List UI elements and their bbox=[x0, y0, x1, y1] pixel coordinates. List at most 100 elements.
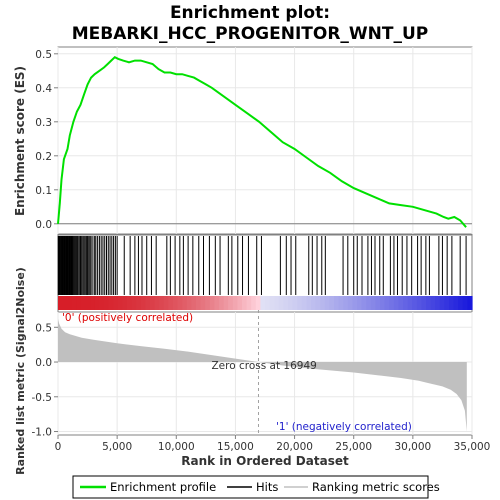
ranking-color-block bbox=[67, 296, 73, 310]
ranking-color-block bbox=[292, 296, 298, 310]
ranking-color-block bbox=[145, 296, 151, 310]
ranking-color-block bbox=[223, 296, 229, 310]
positive-correlated-label: '0' (positively correlated) bbox=[62, 312, 193, 324]
ranking-color-block bbox=[154, 296, 160, 310]
metric-y-tick-label: 0.0 bbox=[35, 357, 52, 369]
ranking-metric-area bbox=[58, 318, 467, 432]
ranking-color-block bbox=[219, 296, 225, 310]
plot-title-line2: MEBARKI_HCC_PROGENITOR_WNT_UP bbox=[72, 24, 429, 44]
legend: Enrichment profile Hits Ranking metric s… bbox=[72, 475, 440, 499]
ranking-color-block bbox=[94, 296, 100, 310]
legend-enrichment-label: Enrichment profile bbox=[110, 480, 216, 494]
metric-y-axis-ticks: 0.5 0.0 -0.5 -1.0 bbox=[32, 322, 58, 439]
ranking-color-block bbox=[439, 296, 445, 310]
metric-y-tick-label: 0.5 bbox=[35, 322, 52, 334]
enrichment-profile-line bbox=[57, 55, 467, 228]
ranking-color-block bbox=[283, 296, 289, 310]
es-y-axis-title: Enrichment score (ES) bbox=[13, 66, 27, 216]
ranking-color-block bbox=[467, 296, 473, 310]
ranking-color-block bbox=[99, 296, 105, 310]
ranking-color-block bbox=[260, 296, 266, 310]
negative-correlated-label: '1' (negatively correlated) bbox=[276, 421, 412, 433]
metric-y-tick-label: -1.0 bbox=[32, 427, 53, 439]
ranking-color-block bbox=[458, 296, 464, 310]
x-tick-label: 15,000 bbox=[217, 441, 254, 453]
ranking-color-block bbox=[122, 296, 128, 310]
es-y-tick-label: 0.3 bbox=[35, 117, 52, 129]
x-axis-title: Rank in Ordered Dataset bbox=[181, 454, 349, 468]
ranking-color-block bbox=[398, 296, 404, 310]
ranking-color-block bbox=[251, 296, 257, 310]
ranking-color-block bbox=[380, 296, 386, 310]
ranking-color-block bbox=[209, 296, 215, 310]
ranking-color-block bbox=[228, 296, 234, 310]
ranking-color-block bbox=[191, 296, 197, 310]
legend-ranking-label: Ranking metric scores bbox=[312, 480, 440, 494]
ranking-color-block bbox=[131, 296, 137, 310]
hit-markers bbox=[57, 236, 467, 295]
ranking-color-block bbox=[361, 296, 367, 310]
es-y-tick-label: 0.0 bbox=[35, 219, 52, 231]
ranking-color-block bbox=[205, 296, 211, 310]
ranking-color-block bbox=[403, 296, 409, 310]
ranking-color-block bbox=[58, 296, 64, 310]
x-tick-label: 25,000 bbox=[335, 441, 372, 453]
ranking-color-block bbox=[242, 296, 248, 310]
x-tick-label: 20,000 bbox=[276, 441, 313, 453]
metric-panel: Zero cross at 16949 '0' (positively corr… bbox=[14, 267, 490, 475]
ranking-color-block bbox=[71, 296, 77, 310]
ranking-color-block bbox=[407, 296, 413, 310]
ranking-color-block bbox=[214, 296, 220, 310]
ranking-color-block bbox=[168, 296, 174, 310]
ranking-color-block bbox=[255, 296, 261, 310]
ranking-color-block bbox=[76, 296, 82, 310]
ranking-color-block bbox=[81, 296, 87, 310]
x-axis-ticks: 0 5,000 10,000 15,000 20,000 25,000 30,000 35,0… bbox=[55, 435, 490, 453]
ranking-color-block bbox=[412, 296, 418, 310]
ranking-color-block bbox=[108, 296, 114, 310]
es-plot-area bbox=[57, 46, 473, 235]
ranking-color-block bbox=[140, 296, 146, 310]
ranking-color-block bbox=[173, 296, 179, 310]
ranking-color-block bbox=[182, 296, 188, 310]
ranking-color-block bbox=[196, 296, 202, 310]
plot-title-line1: Enrichment plot: bbox=[170, 3, 330, 23]
es-panel: 0.0 0.1 0.2 0.3 0.4 0.5 Enrichment score (ES) bbox=[13, 46, 473, 235]
es-y-tick-label: 0.2 bbox=[35, 151, 52, 163]
ranking-color-block bbox=[306, 296, 312, 310]
legend-hits-label: Hits bbox=[256, 480, 278, 494]
ranking-color-block bbox=[444, 296, 450, 310]
ranking-color-block bbox=[278, 296, 284, 310]
ranking-color-block bbox=[113, 296, 119, 310]
ranking-color-block bbox=[288, 296, 294, 310]
ranking-color-block bbox=[426, 296, 432, 310]
ranking-color-block bbox=[416, 296, 422, 310]
metric-y-axis-title: Ranked list metric (Signal2Noise) bbox=[14, 267, 27, 475]
ranking-color-block bbox=[127, 296, 133, 310]
ranking-color-block bbox=[136, 296, 142, 310]
ranking-color-block bbox=[393, 296, 399, 310]
ranking-color-block bbox=[462, 296, 468, 310]
es-y-tick-label: 0.5 bbox=[35, 49, 52, 61]
es-y-tick-label: 0.4 bbox=[35, 83, 52, 95]
ranking-color-block bbox=[375, 296, 381, 310]
x-tick-label: 5,000 bbox=[102, 441, 132, 453]
ranking-color-block bbox=[274, 296, 280, 310]
ranking-color-block bbox=[389, 296, 395, 310]
ranking-color-block bbox=[200, 296, 206, 310]
x-tick-label: 10,000 bbox=[158, 441, 195, 453]
hits-panel bbox=[57, 234, 473, 313]
x-tick-label: 0 bbox=[55, 441, 62, 453]
ranking-color-block bbox=[324, 296, 330, 310]
ranking-color-block bbox=[343, 296, 349, 310]
ranking-color-block bbox=[320, 296, 326, 310]
ranking-color-block bbox=[357, 296, 363, 310]
ranking-color-block bbox=[297, 296, 303, 310]
ranking-color-block bbox=[311, 296, 317, 310]
ranking-color-block bbox=[338, 296, 344, 310]
ranking-color-block bbox=[186, 296, 192, 310]
ranking-color-block bbox=[246, 296, 252, 310]
ranking-color-block bbox=[90, 296, 96, 310]
ranking-color-block bbox=[384, 296, 390, 310]
ranking-color-block bbox=[269, 296, 275, 310]
